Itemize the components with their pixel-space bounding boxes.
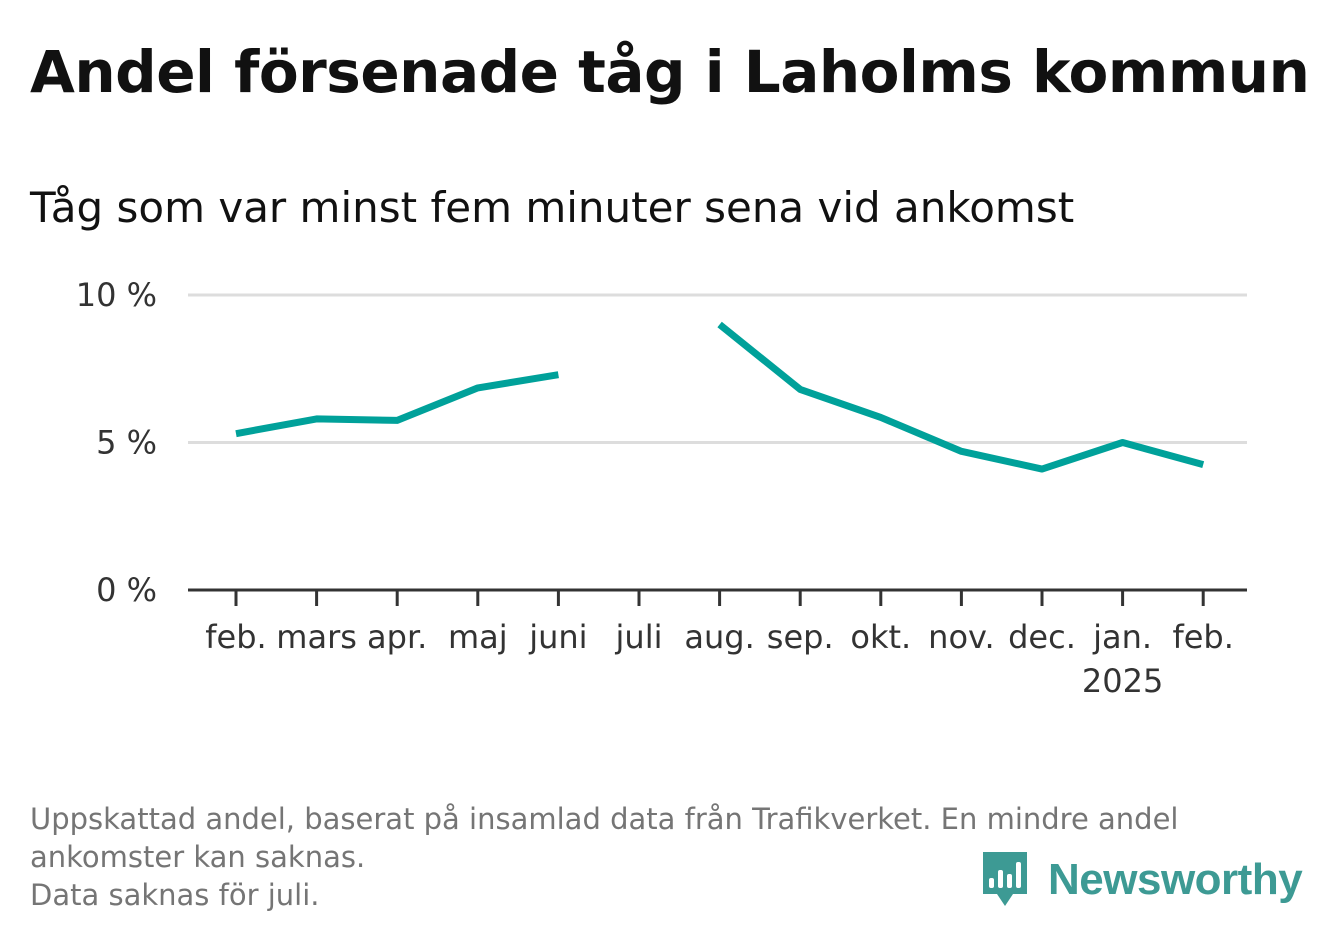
footnote-line-3: Data saknas för juli. [30, 878, 320, 912]
y-tick-label: 0 % [96, 571, 157, 609]
brand-logo: Newsworthy [980, 850, 1303, 910]
x-tick-sublabel: 2025 [1082, 662, 1163, 700]
y-tick-label: 10 % [76, 276, 157, 314]
footnote: Uppskattad andel, baserat på insamlad da… [30, 800, 1280, 914]
chart-title: Andel försenade tåg i Laholms kommun [30, 38, 1310, 106]
footnote-line-1: Uppskattad andel, baserat på insamlad da… [30, 802, 1179, 836]
x-axis-labels: feb. mars apr. maj juni juli aug. sep. okt. nov. d… [205, 618, 1234, 700]
x-axis [188, 588, 1247, 606]
line-chart: 0 % 5 % 10 % feb. mars apr. maj juni juli aug. se… [76, 276, 1247, 700]
x-tick-label: juli [615, 618, 663, 656]
x-tick-label: juni [528, 618, 587, 656]
brand-name: Newsworthy [1048, 855, 1303, 904]
newsworthy-logo-icon [983, 852, 1027, 906]
x-tick-label: mars [276, 618, 357, 656]
series-line-segment [235, 371, 559, 438]
x-tick-label: nov. [928, 618, 994, 656]
x-tick-label: sep. [767, 618, 834, 656]
chart-subtitle: Tåg som var minst fem minuter sena vid a… [30, 183, 1075, 232]
x-tick-label: feb. [205, 618, 266, 656]
footnote-line-2: ankomster kan saknas. [30, 840, 366, 874]
x-tick-label: okt. [850, 618, 911, 656]
series-line-segment [717, 321, 1205, 473]
y-axis-labels: 0 % 5 % 10 % [76, 276, 157, 609]
x-tick-label: aug. [684, 618, 754, 656]
series-lines [235, 321, 1205, 473]
x-tick-label: feb. [1172, 618, 1233, 656]
x-tick-label: maj [448, 618, 508, 656]
x-tick-label: jan. [1092, 618, 1152, 656]
y-tick-label: 5 % [96, 424, 157, 462]
x-tick-label: dec. [1008, 618, 1076, 656]
grid-lines [188, 293, 1247, 444]
x-tick-label: apr. [367, 618, 427, 656]
